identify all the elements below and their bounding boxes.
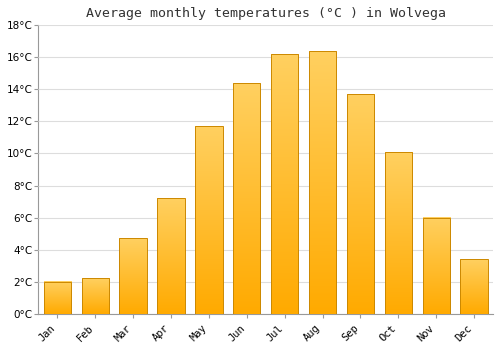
Bar xyxy=(195,126,222,314)
Bar xyxy=(384,152,412,314)
Bar xyxy=(422,218,450,314)
Bar xyxy=(82,279,109,314)
Bar xyxy=(460,259,488,314)
Bar xyxy=(347,94,374,314)
Title: Average monthly temperatures (°C ) in Wolvega: Average monthly temperatures (°C ) in Wo… xyxy=(86,7,446,20)
Bar xyxy=(309,51,336,314)
Bar xyxy=(271,54,298,314)
Bar xyxy=(233,83,260,314)
Bar xyxy=(120,238,146,314)
Bar xyxy=(158,198,184,314)
Bar xyxy=(44,282,71,314)
